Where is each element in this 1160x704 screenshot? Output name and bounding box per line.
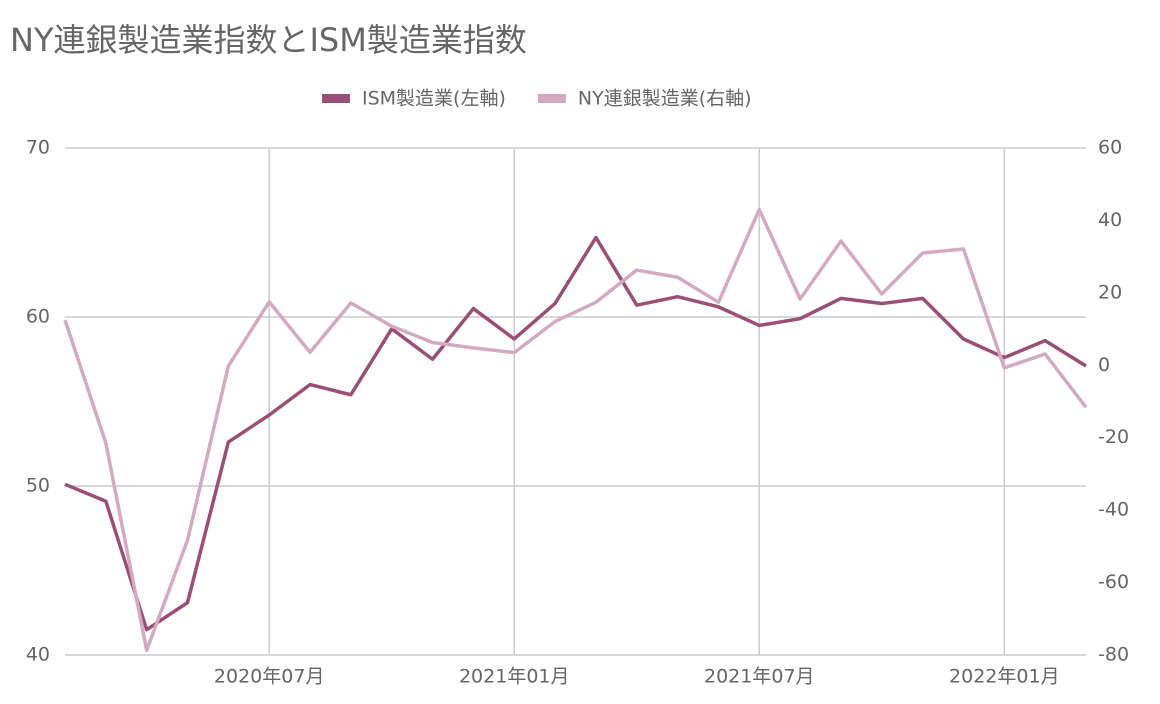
x-tick-label: 2021年01月 [459,666,570,688]
legend-swatch [322,94,350,103]
legend-label: NY連銀製造業(右軸) [578,88,752,110]
y-tick-label: 50 [26,475,50,497]
x-tick-label: 2020年07月 [214,666,325,688]
series-line [64,235,1087,632]
y-tick-label: 60 [26,306,50,328]
x-tick-label: 2022年01月 [949,666,1060,688]
y2-tick-label: 40 [1098,209,1122,231]
y2-tick-label: -80 [1098,644,1129,666]
y2-tick-label: -20 [1098,426,1129,448]
y-tick-label: 70 [26,137,50,159]
y2-tick-label: -40 [1098,499,1129,521]
y2-tick-label: 0 [1098,354,1110,376]
legend-label: ISM製造業(左軸) [362,88,506,110]
y-tick-label: 40 [26,644,50,666]
chart-title: NY連銀製造業指数とISM製造業指数 [10,21,527,59]
y2-tick-label: -60 [1098,571,1129,593]
series-line [63,207,1088,653]
x-tick-label: 2021年07月 [704,666,815,688]
legend-swatch [537,94,566,103]
y2-tick-label: 20 [1098,281,1122,303]
y2-tick-label: 60 [1098,137,1122,159]
